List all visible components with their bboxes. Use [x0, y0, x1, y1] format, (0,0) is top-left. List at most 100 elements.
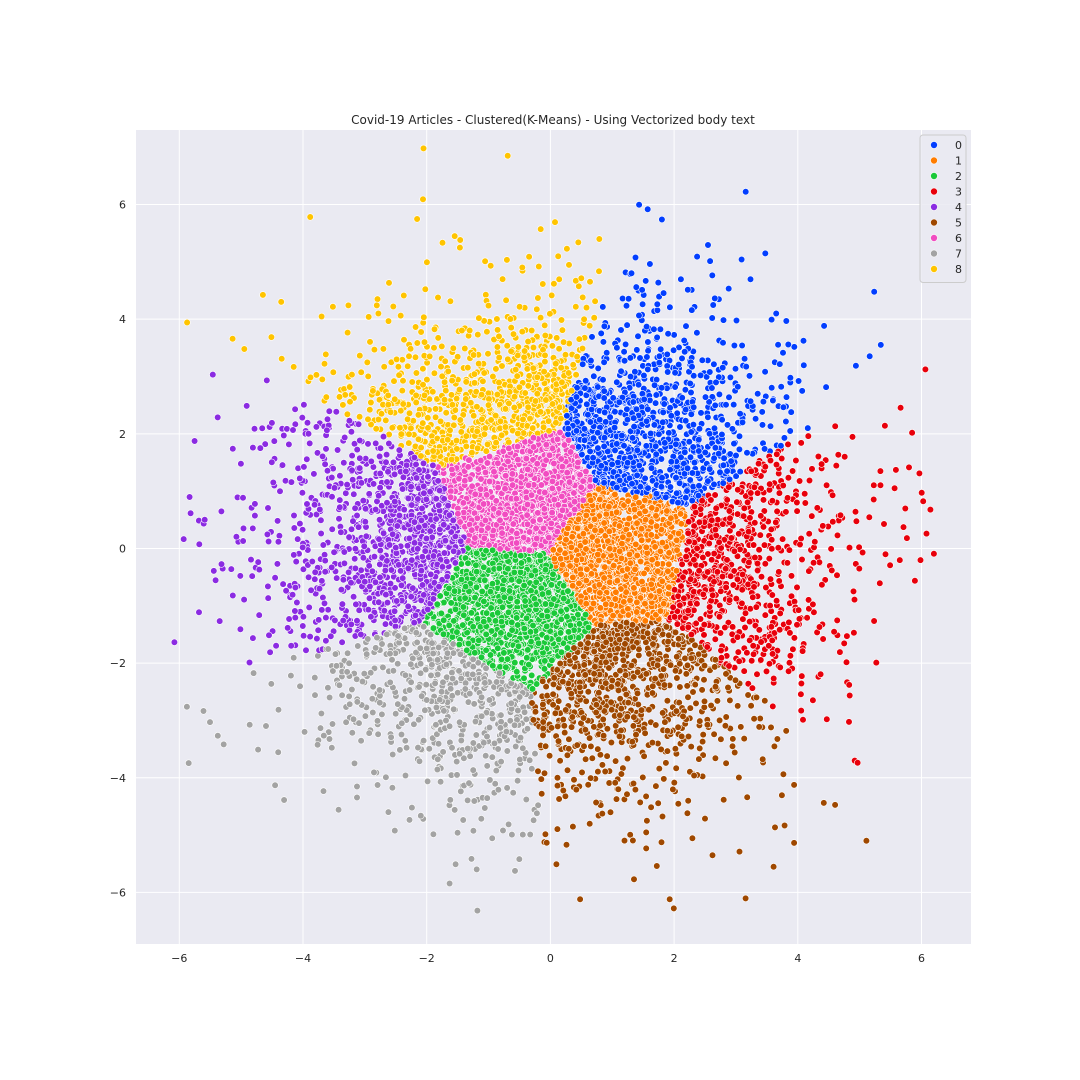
- scatter-point-cluster-8: [356, 352, 364, 360]
- scatter-point-cluster-7: [374, 781, 382, 789]
- scatter-point-cluster-7: [526, 830, 534, 839]
- scatter-point-cluster-4: [322, 613, 330, 622]
- scatter-point-cluster-8: [348, 371, 356, 379]
- scatter-point-cluster-4: [347, 428, 356, 436]
- scatter-point-cluster-0: [631, 368, 639, 376]
- scatter-point-cluster-0: [640, 371, 648, 380]
- scatter-point-cluster-5: [598, 809, 606, 818]
- scatter-point-cluster-5: [603, 752, 611, 760]
- scatter-point-cluster-7: [280, 796, 288, 804]
- scatter-point-cluster-0: [738, 418, 747, 427]
- scatter-point-cluster-3: [872, 658, 880, 667]
- scatter-point-cluster-7: [355, 719, 363, 727]
- scatter-point-cluster-0: [804, 424, 812, 432]
- scatter-point-cluster-4: [209, 371, 217, 379]
- scatter-point-cluster-8: [423, 258, 431, 266]
- scatter-point-cluster-0: [623, 321, 631, 329]
- scatter-point-cluster-3: [851, 508, 860, 516]
- scatter-point-cluster-5: [631, 785, 640, 794]
- scatter-point-cluster-3: [870, 481, 878, 489]
- scatter-point-cluster-0: [758, 421, 767, 429]
- scatter-point-cluster-3: [795, 477, 804, 485]
- scatter-point-cluster-0: [780, 434, 789, 442]
- data-points: [170, 144, 938, 915]
- scatter-point-cluster-3: [899, 523, 908, 531]
- scatter-point-cluster-7: [503, 784, 511, 792]
- scatter-point-cluster-0: [704, 241, 712, 249]
- scatter-point-cluster-8: [523, 365, 531, 373]
- scatter-point-cluster-7: [314, 741, 322, 749]
- scatter-point-cluster-7: [378, 710, 386, 719]
- scatter-point-cluster-3: [787, 592, 796, 600]
- scatter-point-cluster-4: [263, 376, 271, 385]
- scatter-point-cluster-0: [782, 317, 790, 325]
- scatter-point-cluster-3: [757, 656, 765, 664]
- scatter-point-cluster-8: [430, 369, 439, 377]
- scatter-point-cluster-0: [622, 302, 631, 310]
- scatter-point-cluster-7: [254, 745, 262, 754]
- scatter-point-cluster-7: [457, 787, 465, 796]
- scatter-point-cluster-5: [595, 689, 603, 697]
- scatter-point-cluster-4: [272, 642, 280, 650]
- scatter-point-cluster-5: [612, 722, 620, 730]
- scatter-point-cluster-4: [399, 485, 407, 493]
- scatter-point-cluster-5: [713, 697, 722, 705]
- scatter-point-cluster-3: [716, 629, 725, 637]
- scatter-point-cluster-8: [529, 343, 538, 352]
- scatter-point-cluster-8: [595, 235, 603, 243]
- scatter-point-cluster-0: [624, 295, 633, 303]
- scatter-point-cluster-7: [369, 708, 377, 717]
- scatter-point-cluster-3: [828, 491, 837, 499]
- scatter-point-cluster-5: [587, 742, 595, 751]
- scatter-point-cluster-3: [743, 498, 752, 507]
- scatter-point-cluster-8: [577, 274, 585, 282]
- scatter-point-cluster-4: [294, 535, 302, 543]
- scatter-point-cluster-8: [558, 326, 567, 334]
- scatter-point-cluster-3: [845, 681, 853, 689]
- scatter-point-cluster-7: [326, 693, 334, 702]
- scatter-point-cluster-3: [749, 650, 758, 658]
- scatter-point-cluster-4: [245, 658, 254, 667]
- scatter-point-cluster-5: [643, 817, 651, 825]
- scatter-point-cluster-4: [322, 445, 330, 453]
- scatter-point-cluster-3: [809, 600, 817, 609]
- scatter-point-cluster-0: [723, 421, 732, 429]
- scatter-point-cluster-0: [631, 253, 640, 262]
- scatter-point-cluster-5: [576, 895, 584, 903]
- scatter-point-cluster-2: [527, 637, 535, 646]
- scatter-point-cluster-5: [578, 768, 586, 777]
- scatter-point-cluster-0: [777, 383, 785, 391]
- scatter-point-cluster-8: [494, 326, 502, 334]
- scatter-point-cluster-0: [799, 337, 808, 345]
- scatter-point-cluster-4: [334, 446, 342, 454]
- scatter-point-cluster-3: [804, 596, 813, 604]
- scatter-point-cluster-5: [540, 769, 549, 777]
- scatter-point-cluster-8: [575, 282, 583, 290]
- scatter-point-cluster-3: [772, 518, 780, 527]
- scatter-point-cluster-5: [541, 830, 550, 838]
- scatter-point-cluster-4: [261, 440, 269, 448]
- scatter-point-cluster-4: [321, 551, 329, 559]
- scatter-point-cluster-7: [369, 683, 377, 691]
- scatter-point-cluster-4: [335, 515, 343, 523]
- scatter-point-cluster-8: [390, 377, 398, 385]
- scatter-point-cluster-7: [405, 816, 414, 824]
- scatter-point-cluster-8: [417, 328, 425, 336]
- scatter-point-cluster-5: [731, 748, 739, 757]
- scatter-point-cluster-7: [296, 682, 304, 690]
- scatter-point-cluster-8: [400, 336, 408, 344]
- scatter-point-cluster-5: [534, 767, 542, 775]
- scatter-point-cluster-4: [275, 532, 284, 540]
- scatter-point-cluster-7: [317, 709, 326, 718]
- scatter-point-cluster-4: [214, 413, 222, 422]
- scatter-point-cluster-8: [502, 296, 510, 304]
- scatter-point-cluster-4: [248, 572, 256, 580]
- scatter-point-cluster-0: [708, 384, 716, 392]
- scatter-point-cluster-5: [670, 904, 678, 913]
- scatter-point-cluster-4: [247, 555, 255, 564]
- scatter-point-cluster-0: [688, 497, 696, 505]
- scatter-point-cluster-5: [551, 709, 560, 717]
- scatter-point-cluster-7: [328, 720, 337, 728]
- scatter-point-cluster-3: [850, 629, 858, 637]
- scatter-point-cluster-3: [734, 648, 742, 656]
